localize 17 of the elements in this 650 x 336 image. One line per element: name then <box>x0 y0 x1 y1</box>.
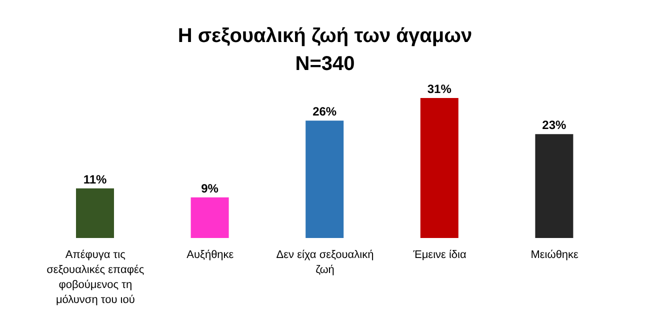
x-tick-label: Δεν είχα σεξουαλική ζωή <box>276 249 374 276</box>
data-label: 23% <box>542 118 567 132</box>
x-tick-label: Μειώθηκε <box>530 249 579 261</box>
bar <box>420 98 458 238</box>
data-label: 9% <box>201 181 219 196</box>
bar <box>190 197 229 238</box>
x-tick-label: Αυξήθηκε <box>186 249 234 261</box>
bar <box>306 120 344 238</box>
data-label: 26% <box>312 104 337 119</box>
bar <box>535 134 574 238</box>
data-label: 31% <box>427 82 452 96</box>
bar <box>76 188 114 238</box>
chart-subtitle: N=340 <box>294 52 356 77</box>
chart-title: Η σεξουαλική ζωή των άγαμων <box>176 24 474 49</box>
data-label: 11% <box>83 172 108 186</box>
x-tick-label: Έμεινε ίδια <box>412 249 468 261</box>
x-tick-label: Απέφυγα τις σεξουαλικές επαφές φοβούμενος τη μόλυνση του ιού <box>46 249 144 306</box>
